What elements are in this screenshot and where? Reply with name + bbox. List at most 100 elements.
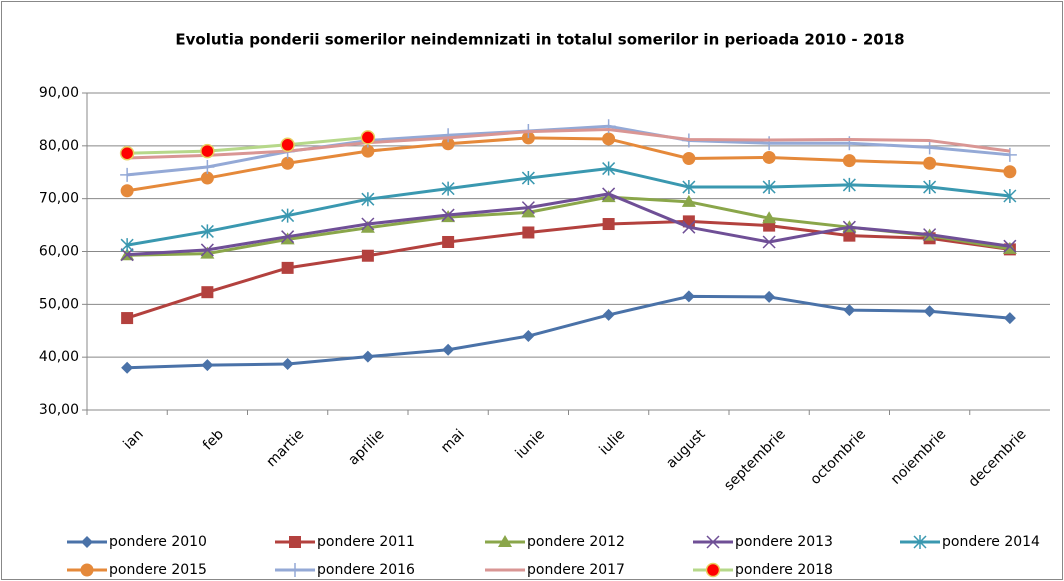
marker (521, 205, 536, 218)
marker (522, 330, 535, 343)
y-tick-label: 30,00 (39, 402, 79, 418)
series-line (126, 167, 1011, 247)
marker (842, 220, 856, 234)
marker (602, 187, 616, 201)
y-tick-label: 60,00 (39, 244, 79, 260)
marker (762, 235, 776, 249)
marker (200, 143, 215, 159)
marker (843, 304, 856, 317)
marker (842, 177, 856, 192)
marker (923, 305, 936, 318)
marker (682, 220, 696, 234)
marker (120, 238, 134, 253)
chart-title: Evolutia ponderii somerilor neindemnizat… (175, 31, 904, 49)
y-tick-label: 40,00 (39, 349, 79, 365)
marker (441, 137, 455, 151)
legend-label: pondere 2010 (109, 534, 207, 550)
marker (281, 230, 295, 244)
legend-item: pondere 2016 (275, 562, 415, 578)
series-line (127, 127, 1011, 160)
marker (200, 159, 215, 174)
legend-item: pondere 2012 (485, 534, 625, 550)
marker (913, 535, 927, 549)
marker (681, 194, 696, 207)
marker (281, 261, 294, 274)
legend-item: pondere 2013 (693, 534, 833, 550)
legend-item: pondere 2014 (900, 534, 1040, 550)
marker (682, 152, 696, 166)
marker (120, 184, 134, 198)
marker (843, 229, 856, 242)
marker (441, 208, 455, 222)
marker (762, 211, 777, 224)
marker (120, 248, 134, 262)
series-line (126, 136, 1011, 193)
legend-item: pondere 2018 (693, 562, 833, 578)
legend-label: pondere 2015 (109, 562, 207, 578)
marker (361, 350, 374, 363)
marker (602, 161, 616, 176)
marker (80, 563, 94, 577)
marker (705, 562, 721, 578)
series-line (127, 192, 1011, 257)
legend-label: pondere 2011 (317, 534, 415, 550)
marker (602, 308, 615, 321)
marker (442, 343, 455, 356)
marker (522, 226, 535, 239)
marker (289, 536, 301, 548)
y-tick-label: 70,00 (39, 191, 79, 207)
marker (121, 361, 134, 374)
marker (521, 201, 535, 215)
marker (121, 312, 134, 325)
marker (762, 180, 776, 195)
legend-label: pondere 2013 (735, 534, 833, 550)
series-line (127, 135, 369, 155)
marker (602, 218, 615, 231)
marker (923, 228, 937, 242)
marker (521, 171, 535, 186)
legend-label: pondere 2014 (942, 534, 1040, 550)
marker (361, 217, 375, 231)
marker (200, 246, 215, 259)
marker (1003, 239, 1017, 253)
marker (120, 167, 135, 182)
legend-item: pondere 2010 (67, 534, 207, 550)
y-tick-label: 90,00 (39, 85, 79, 101)
marker (281, 358, 294, 371)
marker (706, 535, 720, 549)
series-line (126, 124, 1011, 177)
marker (498, 535, 512, 547)
marker (81, 536, 93, 548)
marker (842, 154, 856, 168)
legend-label: pondere 2016 (317, 562, 415, 578)
legend-label: pondere 2018 (735, 562, 833, 578)
series-line (126, 219, 1011, 320)
marker (1003, 189, 1017, 204)
marker (200, 224, 214, 239)
marker (280, 232, 295, 245)
marker (602, 132, 616, 146)
marker (1003, 312, 1016, 325)
marker (441, 128, 456, 143)
marker (281, 156, 295, 170)
legend-item: pondere 2017 (485, 562, 625, 578)
marker (360, 130, 376, 145)
marker (922, 140, 937, 155)
legend-label: pondere 2017 (527, 562, 625, 578)
marker (441, 181, 455, 196)
marker (682, 180, 696, 195)
marker (1002, 241, 1017, 254)
legend-item: pondere 2015 (67, 562, 207, 578)
marker (442, 235, 455, 248)
marker (200, 171, 214, 185)
legend-item: pondere 2011 (275, 534, 415, 550)
marker (119, 145, 135, 161)
marker (923, 180, 937, 195)
marker (361, 192, 375, 207)
series-line (127, 294, 1011, 370)
marker (763, 290, 776, 303)
legend-label: pondere 2012 (527, 534, 625, 550)
y-tick-label: 50,00 (39, 296, 79, 312)
